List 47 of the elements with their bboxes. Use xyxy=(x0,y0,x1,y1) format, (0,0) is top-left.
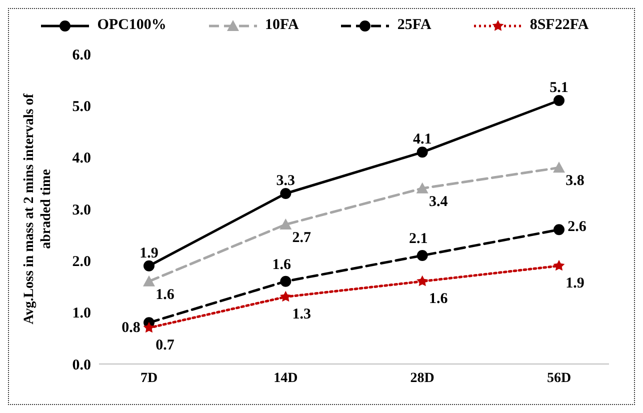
y-tick-label: 5.0 xyxy=(72,98,91,115)
point xyxy=(554,224,564,236)
data-label: 2.7 xyxy=(292,230,312,246)
y-axis-title: Avg.Loss in mass at 2 mins intervals of abraded time xyxy=(22,93,54,324)
data-label: 2.1 xyxy=(408,230,428,247)
point xyxy=(280,218,292,230)
data-label: 4.1 xyxy=(412,132,432,148)
data-label: 3.3 xyxy=(276,172,296,189)
point xyxy=(416,250,428,261)
x-tick-label: 28D xyxy=(410,370,434,386)
data-label: 1.6 xyxy=(272,256,292,273)
data-label: 0.7 xyxy=(156,337,175,354)
data-label: 1.3 xyxy=(292,306,312,322)
point xyxy=(416,146,428,158)
point xyxy=(553,162,565,173)
point xyxy=(143,322,155,333)
y-tick-label: 0.0 xyxy=(72,357,91,374)
data-label: 2.6 xyxy=(568,219,587,236)
y-tick-label: 4.0 xyxy=(72,150,91,167)
y-tick-label: 2.0 xyxy=(72,254,91,270)
data-label: 3.8 xyxy=(566,173,584,190)
point xyxy=(280,290,292,302)
point xyxy=(553,260,565,271)
data-label: 1.9 xyxy=(566,275,584,292)
data-label: 1.6 xyxy=(428,290,448,307)
data-label: 1.9 xyxy=(140,245,158,262)
point xyxy=(280,276,292,287)
data-label: 3.4 xyxy=(428,194,448,210)
y-tick-label: 6.0 xyxy=(72,47,91,64)
data-label: 1.6 xyxy=(156,286,175,303)
legend-label: 8SF22FA xyxy=(530,17,589,34)
point xyxy=(280,188,292,199)
legend-label: OPC100% xyxy=(97,17,166,34)
point xyxy=(144,260,154,272)
point xyxy=(554,95,564,106)
point xyxy=(143,275,155,286)
legend-label: 10FA xyxy=(264,17,299,34)
x-tick-label: 14D xyxy=(274,370,298,386)
x-tick-label: 7D xyxy=(140,370,158,386)
point xyxy=(416,275,428,286)
y-tick-label: 1.0 xyxy=(72,306,91,322)
data-label: 5.1 xyxy=(550,80,568,96)
data-label: 0.8 xyxy=(122,320,140,336)
x-tick-label: 56D xyxy=(546,370,572,386)
y-tick-label: 3.0 xyxy=(72,202,91,218)
point xyxy=(416,182,428,194)
legend-label: 25FA xyxy=(397,17,432,34)
